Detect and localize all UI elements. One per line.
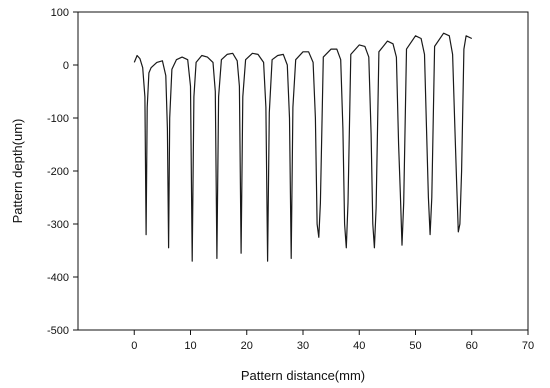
series-line — [133, 32, 473, 262]
ticks: 0 10 20 30 40 50 60 70 100 0 -100 -200 -300 -400 -500 — [47, 7, 534, 352]
y-tick-label: 0 — [63, 60, 69, 72]
y-tick-label: -400 — [47, 272, 69, 284]
x-axis-title: Pattern distance(mm) — [241, 368, 365, 383]
x-tick-label: 50 — [409, 340, 421, 352]
x-tick-label: 10 — [184, 340, 196, 352]
y-tick-label: 100 — [51, 7, 69, 19]
x-tick-label: 70 — [522, 340, 534, 352]
x-tick-label: 40 — [353, 340, 365, 352]
x-tick-label: 30 — [297, 340, 309, 352]
x-tick-label: 0 — [131, 340, 137, 352]
series-layer — [133, 32, 473, 262]
y-tick-label: -100 — [47, 113, 69, 125]
y-tick-label: -200 — [47, 166, 69, 178]
y-axis-title: Pattern depth(um) — [10, 119, 25, 224]
y-tick-label: -500 — [47, 325, 69, 337]
y-tick-label: -300 — [47, 219, 69, 231]
x-tick-label: 20 — [241, 340, 253, 352]
x-tick-label: 60 — [466, 340, 478, 352]
